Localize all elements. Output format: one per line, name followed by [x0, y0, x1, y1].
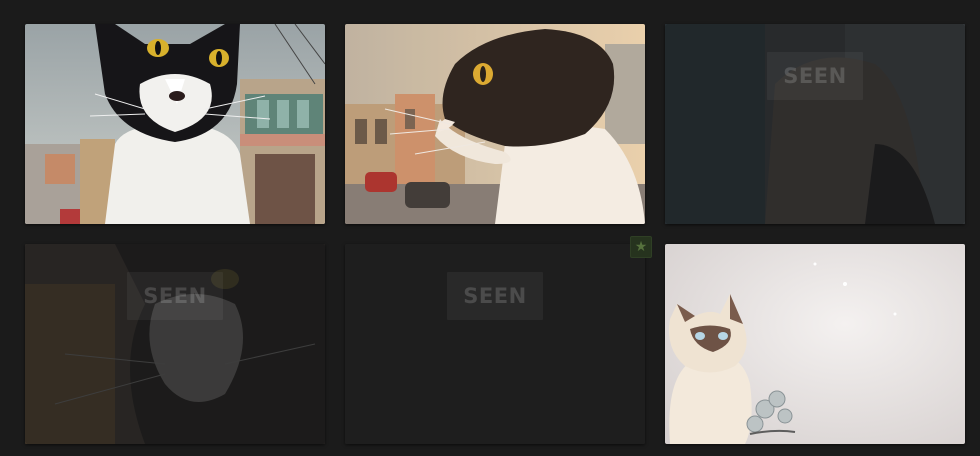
- thumbnail-image: [665, 244, 965, 444]
- seen-badge: SEEN: [127, 272, 223, 320]
- seen-overlay: [665, 24, 965, 224]
- thumbnail-image: [25, 24, 325, 224]
- thumbnail-cat-4[interactable]: SEEN: [25, 244, 325, 444]
- thumbnail-cat-2[interactable]: [345, 24, 645, 224]
- thumbnail-cat-5[interactable]: SEEN: [345, 244, 645, 444]
- favorite-toggle-button[interactable]: ★: [630, 236, 652, 258]
- seen-badge: SEEN: [447, 272, 543, 320]
- thumbnail-image: [345, 24, 645, 224]
- star-icon: ★: [634, 239, 648, 255]
- thumbnail-cat-3[interactable]: SEEN: [665, 24, 965, 224]
- seen-overlay: [345, 244, 645, 444]
- seen-overlay: [25, 244, 325, 444]
- thumbnail-cat-6[interactable]: [665, 244, 965, 444]
- thumbnail-cat-1[interactable]: [25, 24, 325, 224]
- seen-badge: SEEN: [767, 52, 863, 100]
